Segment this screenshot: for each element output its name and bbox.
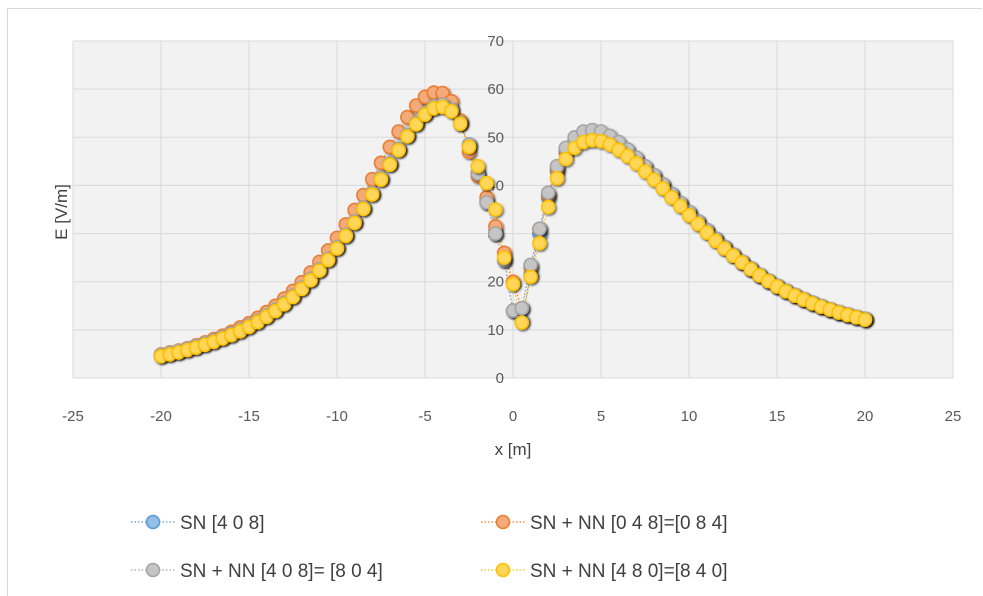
data-point	[285, 289, 301, 305]
data-point	[496, 250, 512, 265]
y-tick-label: 50	[487, 129, 504, 146]
data-point	[303, 272, 318, 288]
gridlines	[72, 40, 954, 379]
data-point	[294, 281, 310, 297]
y-tick-label: 20	[487, 274, 504, 291]
data-point	[364, 187, 380, 202]
data-point	[391, 142, 406, 158]
data-point	[646, 172, 662, 187]
legend-label: SN + NN [4 0 8]= [8 0 4]	[180, 561, 383, 582]
x-tick-label: -20	[150, 408, 172, 425]
data-point	[655, 181, 670, 196]
data-point	[540, 185, 556, 200]
data-point	[400, 129, 415, 144]
legend-label: SN + NN [0 4 8]=[0 8 4]	[530, 513, 728, 534]
tick-labels: -25-20-15-10-50510152025010203040506070	[62, 33, 961, 425]
data-point	[681, 207, 697, 223]
data-point	[857, 312, 873, 328]
y-tick-label: 60	[487, 81, 504, 98]
data-point	[540, 199, 556, 215]
data-point	[312, 263, 327, 278]
data-point	[514, 300, 530, 316]
data-point	[549, 170, 565, 186]
y-axis-label: E [V/m]	[52, 184, 71, 240]
legend-marker	[145, 562, 161, 578]
legend-label: SN [4 0 8]	[180, 513, 265, 534]
data-point	[347, 215, 362, 231]
x-tick-label: -15	[238, 408, 260, 425]
data-point	[373, 172, 389, 187]
data-point	[382, 157, 398, 173]
data-point	[488, 226, 503, 241]
data-point	[452, 116, 468, 132]
data-point	[444, 103, 459, 119]
data-points	[153, 85, 873, 364]
x-tick-label: -10	[326, 408, 348, 425]
y-tick-label: 10	[487, 322, 504, 339]
data-point	[523, 257, 538, 273]
legend-marker	[495, 562, 511, 578]
x-tick-label: 15	[769, 408, 786, 425]
legend-label: SN + NN [4 8 0]=[8 4 0]	[530, 561, 728, 582]
data-point	[505, 276, 521, 292]
x-axis-label: x [m]	[495, 440, 532, 459]
data-point	[532, 221, 547, 237]
data-point	[672, 198, 688, 214]
data-point	[532, 235, 547, 251]
x-tick-label: 10	[681, 408, 698, 425]
x-tick-label: -5	[418, 408, 431, 425]
data-point	[523, 269, 538, 285]
data-point	[637, 164, 653, 179]
legend: SN [4 0 8] SN + NN [0 4 8]=[0 8 4] SN + NN…	[131, 513, 728, 582]
x-tick-label: 25	[945, 408, 962, 425]
data-point	[699, 225, 714, 240]
data-point	[320, 252, 336, 268]
data-point	[356, 201, 371, 217]
data-point	[488, 202, 503, 217]
data-point	[479, 175, 494, 191]
data-point	[329, 241, 345, 256]
data-point	[461, 139, 477, 155]
y-tick-label: 70	[487, 33, 504, 50]
data-point	[690, 216, 706, 232]
legend-marker	[145, 514, 161, 530]
data-point	[628, 155, 644, 171]
x-tick-label: 20	[857, 408, 874, 425]
x-tick-label: -25	[62, 408, 84, 425]
data-point	[514, 315, 530, 330]
data-point	[338, 228, 354, 244]
data-point	[558, 151, 574, 167]
data-point	[470, 158, 486, 174]
y-tick-label: 0	[496, 370, 504, 387]
x-tick-label: 5	[597, 408, 605, 425]
data-point	[664, 190, 679, 205]
legend-marker	[495, 514, 511, 530]
data-point	[408, 116, 424, 132]
x-tick-label: 0	[509, 408, 517, 425]
